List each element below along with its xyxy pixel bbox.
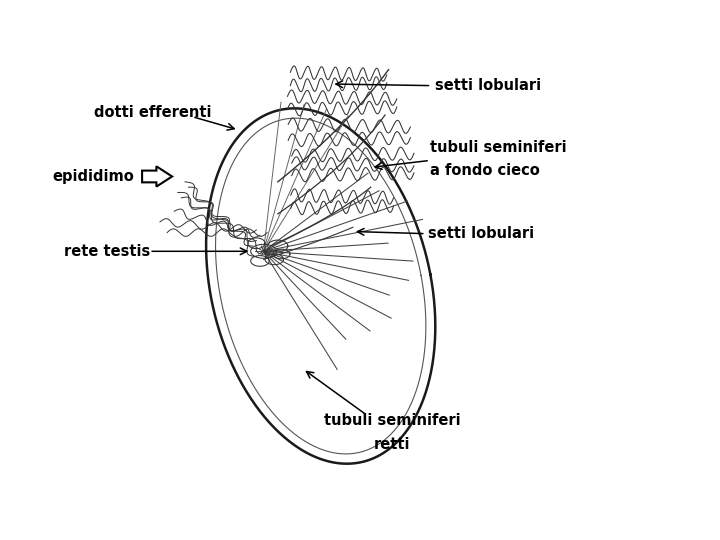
Text: rete testis: rete testis xyxy=(63,244,150,259)
Text: setti lobulari: setti lobulari xyxy=(435,78,541,93)
Text: tubuli seminiferi: tubuli seminiferi xyxy=(430,140,567,155)
FancyArrow shape xyxy=(142,166,172,187)
Text: epididimo: epididimo xyxy=(53,169,135,184)
Text: retti: retti xyxy=(374,437,410,452)
Text: tubuli seminiferi: tubuli seminiferi xyxy=(324,413,461,428)
Text: setti lobulari: setti lobulari xyxy=(428,226,534,241)
Text: dotti efferenti: dotti efferenti xyxy=(94,105,212,120)
Text: a fondo cieco: a fondo cieco xyxy=(430,163,540,178)
